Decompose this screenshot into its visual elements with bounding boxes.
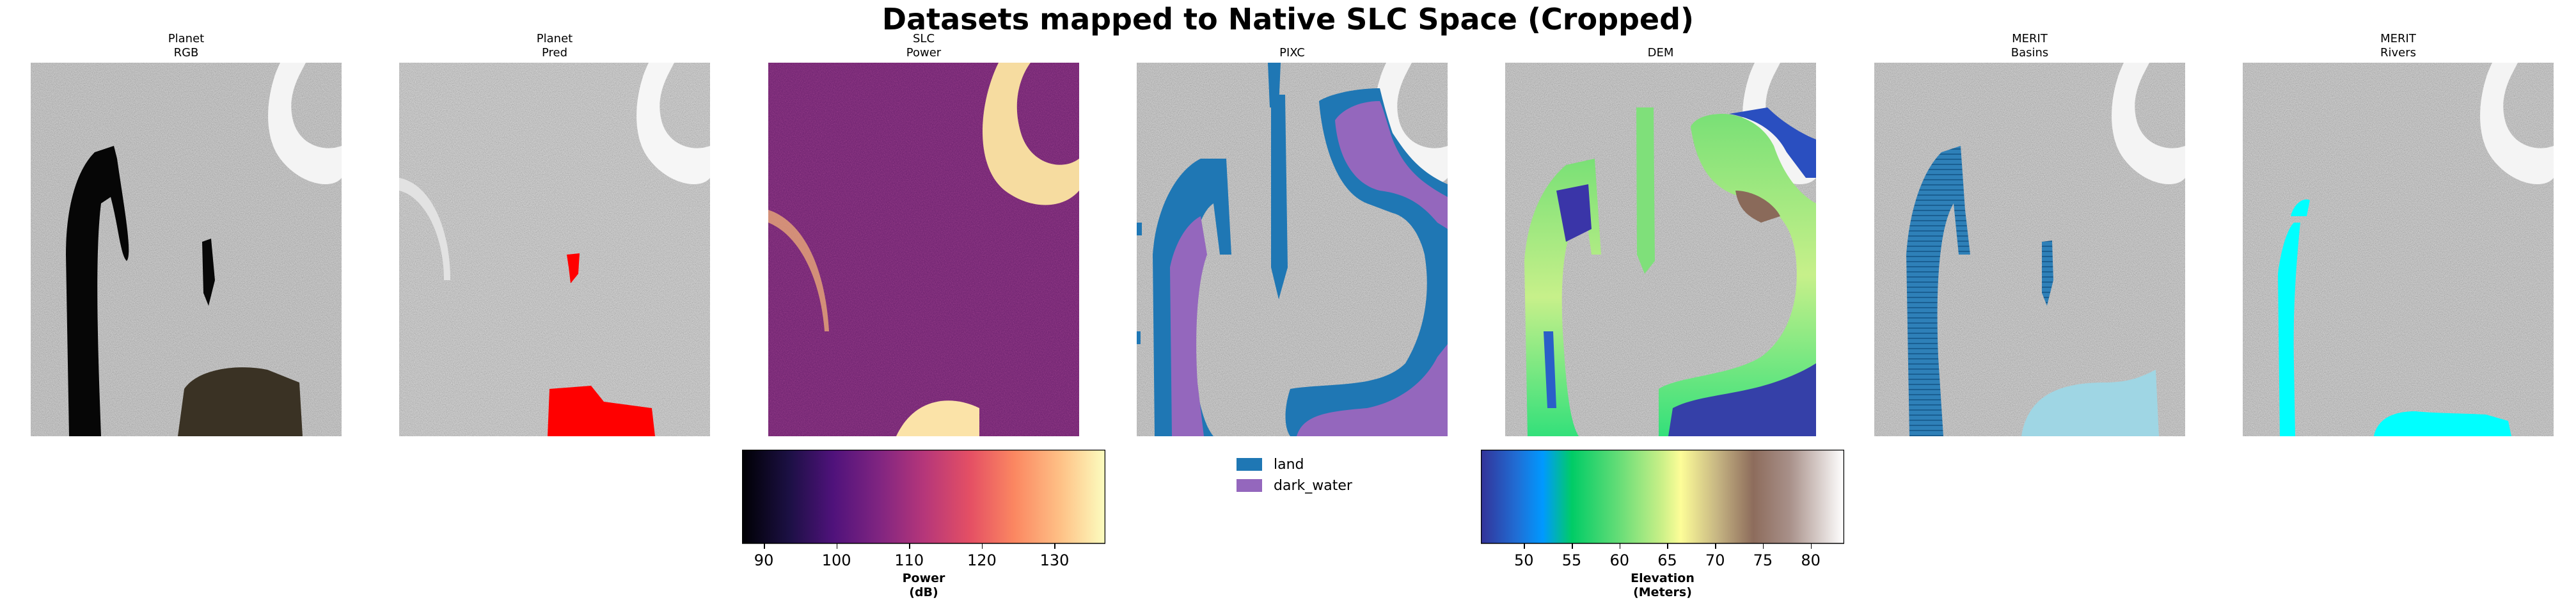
panel-slc-power: [768, 63, 1079, 436]
colorbar-power-tick-label: 90: [754, 551, 774, 569]
panel-planet-pred: [399, 63, 710, 436]
legend-label-land: land: [1274, 456, 1304, 473]
merit-rivers-image: [2243, 63, 2554, 436]
colorbar-elevation-tick-mark: [1572, 544, 1573, 549]
panel-merit-basins: [1874, 63, 2185, 436]
colorbar-elevation-tick-label: 75: [1753, 551, 1773, 569]
colorbar-elevation-tick-mark: [1762, 544, 1764, 549]
panel-merit-rivers: [2243, 63, 2554, 436]
panel-title-planet-rgb: Planet RGB: [168, 32, 205, 59]
pixc-legend: land dark_water: [1237, 455, 1352, 498]
colorbar-power-label: Power (dB): [902, 571, 945, 599]
colorbar-elevation: [1481, 450, 1844, 546]
dem-image: [1505, 63, 1816, 436]
colorbar-power-tick-mark: [764, 544, 765, 549]
colorbar-elevation-tick-mark: [1715, 544, 1716, 549]
panel-title-pixc: PIXC: [1279, 46, 1305, 59]
panel-dem: [1505, 63, 1816, 436]
colorbar-power-gradient: [742, 450, 1105, 544]
legend-swatch-land: [1237, 458, 1262, 471]
colorbar-power-tick-mark: [1054, 544, 1055, 549]
planet-pred-image: [399, 63, 710, 436]
panel-pixc: [1137, 63, 1448, 436]
panel-title-dem: DEM: [1647, 46, 1674, 59]
colorbar-elevation-tick-mark: [1667, 544, 1668, 549]
colorbar-elevation-tick-label: 70: [1705, 551, 1725, 569]
panel-title-slc-power: SLC Power: [906, 32, 942, 59]
colorbar-elevation-label: Elevation (Meters): [1631, 571, 1695, 599]
panel-planet-rgb: [31, 63, 342, 436]
colorbar-power-tick-label: 130: [1039, 551, 1070, 569]
colorbar-elevation-tick-mark: [1524, 544, 1525, 549]
colorbar-elevation-tick-label: 55: [1561, 551, 1582, 569]
colorbar-elevation-gradient: [1481, 450, 1844, 544]
colorbar-elevation-tick-label: 65: [1657, 551, 1677, 569]
colorbar-power-tick-label: 120: [967, 551, 997, 569]
colorbar-elevation-tick-mark: [1619, 544, 1621, 549]
legend-label-dark-water: dark_water: [1274, 477, 1352, 494]
colorbar-elevation-tick-label: 50: [1513, 551, 1534, 569]
panel-title-planet-pred: Planet Pred: [536, 32, 573, 59]
panel-title-merit-basins: MERIT Basins: [2011, 32, 2049, 59]
planet-rgb-image: [31, 63, 342, 436]
colorbar-power-tick-mark: [909, 544, 910, 549]
merit-basins-image: [1874, 63, 2185, 436]
colorbar-power: [742, 450, 1105, 546]
colorbar-power-tick-label: 110: [894, 551, 924, 569]
colorbar-elevation-tick-label: 60: [1609, 551, 1630, 569]
pixc-image: [1137, 63, 1448, 436]
legend-item-dark-water: dark_water: [1237, 477, 1352, 494]
colorbar-power-tick-mark: [836, 544, 838, 549]
colorbar-elevation-tick-label: 80: [1801, 551, 1821, 569]
legend-swatch-dark-water: [1237, 479, 1262, 492]
panel-title-merit-rivers: MERIT Rivers: [2380, 32, 2416, 59]
colorbar-power-tick-mark: [981, 544, 983, 549]
slc-power-image: [768, 63, 1079, 436]
colorbar-power-tick-label: 100: [821, 551, 851, 569]
legend-item-land: land: [1237, 455, 1352, 473]
figure-title: Datasets mapped to Native SLC Space (Cro…: [881, 2, 1695, 36]
colorbar-elevation-tick-mark: [1810, 544, 1812, 549]
